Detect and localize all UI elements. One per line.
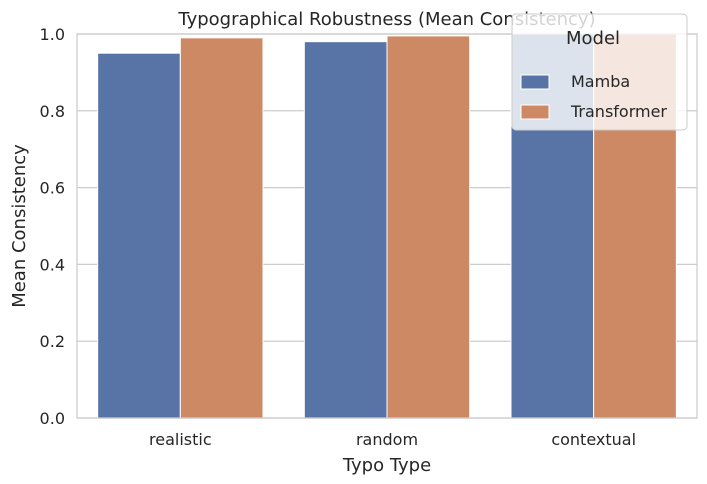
legend-box bbox=[511, 13, 688, 131]
y-tick-label: 0.2 bbox=[40, 332, 65, 351]
legend: Model Mamba Transformer bbox=[511, 13, 688, 131]
plot-frame bbox=[76, 33, 698, 419]
legend-swatch-transformer bbox=[520, 104, 550, 120]
bar-transformer-realistic bbox=[179, 37, 264, 419]
legend-title: Model bbox=[566, 28, 620, 49]
y-tick-label: 0.8 bbox=[40, 102, 65, 121]
bar-transformer-random bbox=[386, 35, 471, 419]
y-tick-label: 0.6 bbox=[40, 179, 65, 198]
legend-label-transformer: Transformer bbox=[570, 102, 667, 121]
y-tick-label: 0.0 bbox=[40, 409, 65, 428]
chart-title: Typographical Robustness (Mean Consisten… bbox=[177, 9, 595, 30]
bar-mamba-realistic bbox=[97, 52, 181, 419]
x-axis-label: Typo Type bbox=[342, 455, 431, 476]
y-tick-label: 1.0 bbox=[40, 25, 65, 44]
y-axis-ticks: 0.0 0.2 0.4 0.6 0.8 1.0 bbox=[40, 25, 65, 428]
legend-swatch-mamba bbox=[520, 74, 550, 90]
bar-mamba-random bbox=[303, 41, 388, 419]
x-tick-label: contextual bbox=[551, 430, 636, 449]
y-axis-label: Mean Consistency bbox=[9, 144, 30, 308]
legend-label-mamba: Mamba bbox=[571, 72, 630, 91]
y-tick-label: 0.4 bbox=[40, 255, 65, 274]
x-tick-label: realistic bbox=[149, 430, 212, 449]
x-axis-ticks: realistic random contextual bbox=[149, 430, 636, 449]
x-tick-label: random bbox=[356, 430, 418, 449]
